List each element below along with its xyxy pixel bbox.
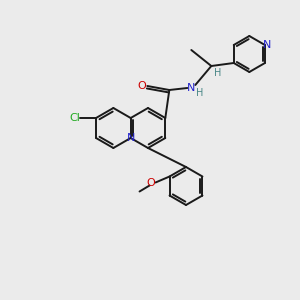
- Text: O: O: [146, 178, 155, 188]
- Text: Cl: Cl: [70, 113, 81, 123]
- Text: N: N: [187, 83, 196, 93]
- Text: N: N: [263, 40, 271, 50]
- Text: H: H: [196, 88, 203, 98]
- Text: H: H: [214, 68, 221, 78]
- Text: O: O: [137, 81, 146, 91]
- Text: N: N: [127, 133, 135, 143]
